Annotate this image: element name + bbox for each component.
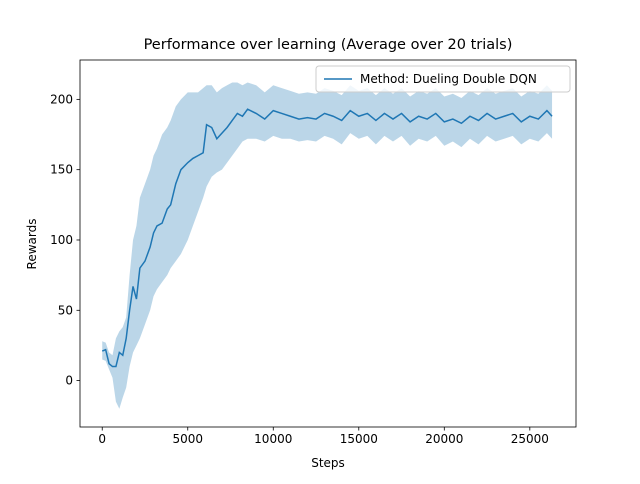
confidence-band	[102, 82, 553, 409]
y-tick-label: 100	[50, 233, 73, 247]
x-tick-label: 0	[98, 432, 106, 446]
y-tick-label: 0	[65, 374, 73, 388]
x-tick-label: 20000	[425, 432, 463, 446]
x-tick-label: 10000	[254, 432, 292, 446]
y-axis-label: Rewards	[25, 219, 39, 270]
legend-label: Method: Dueling Double DQN	[360, 72, 537, 86]
legend-box	[315, 65, 571, 93]
plot-frame	[79, 59, 577, 428]
x-tick-label: 5000	[172, 432, 203, 446]
y-tick-label: 50	[58, 303, 73, 317]
chart-title: Performance over learning (Average over …	[144, 37, 513, 53]
y-tick-label: 200	[50, 92, 73, 106]
y-tick-label: 150	[50, 163, 73, 177]
x-tick-label: 15000	[340, 432, 378, 446]
x-tick-label: 25000	[511, 432, 549, 446]
line	[101, 108, 553, 368]
x-axis-label: Steps	[311, 456, 345, 470]
